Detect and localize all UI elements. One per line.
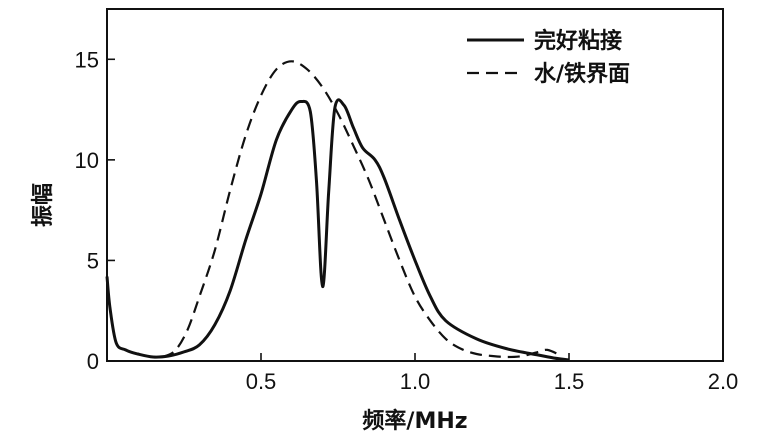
y-tick-label: 5 [87, 248, 99, 273]
x-axis-ticks: 0.5 1.0 1.5 2.0 [246, 353, 739, 394]
y-axis-label: 振幅 [31, 183, 56, 227]
x-tick-label: 1.0 [400, 369, 431, 394]
series-line-dashed [161, 60, 561, 359]
x-tick-label: 1.5 [554, 369, 585, 394]
plot-frame [106, 8, 724, 362]
series-layer [105, 60, 570, 362]
x-tick-label: 0.5 [246, 369, 277, 394]
series-line-solid [105, 98, 570, 362]
y-tick-label: 15 [75, 47, 99, 72]
x-axis-label: 频率/MHz [362, 408, 467, 434]
legend-entry-label: 水/铁界面 [534, 61, 630, 87]
x-tick-label: 2.0 [708, 369, 739, 394]
y-axis-ticks: 0 5 10 15 [75, 47, 115, 374]
legend-entry-label: 完好粘接 [534, 28, 622, 54]
y-tick-label: 0 [87, 349, 99, 374]
y-tick-label: 10 [75, 148, 99, 173]
